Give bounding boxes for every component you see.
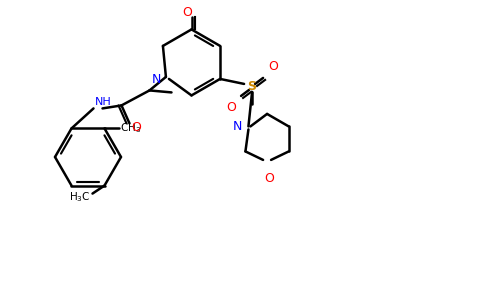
Text: NH: NH [94, 98, 111, 107]
Text: O: O [132, 121, 141, 134]
Text: O: O [182, 6, 193, 20]
Text: N: N [151, 74, 161, 86]
Text: CH$_3$: CH$_3$ [120, 122, 141, 135]
Text: O: O [264, 172, 274, 185]
Text: N: N [233, 120, 242, 133]
Text: O: O [268, 60, 278, 73]
Text: S: S [248, 80, 257, 93]
Text: H$_3$C: H$_3$C [69, 191, 91, 205]
Text: O: O [226, 101, 236, 114]
